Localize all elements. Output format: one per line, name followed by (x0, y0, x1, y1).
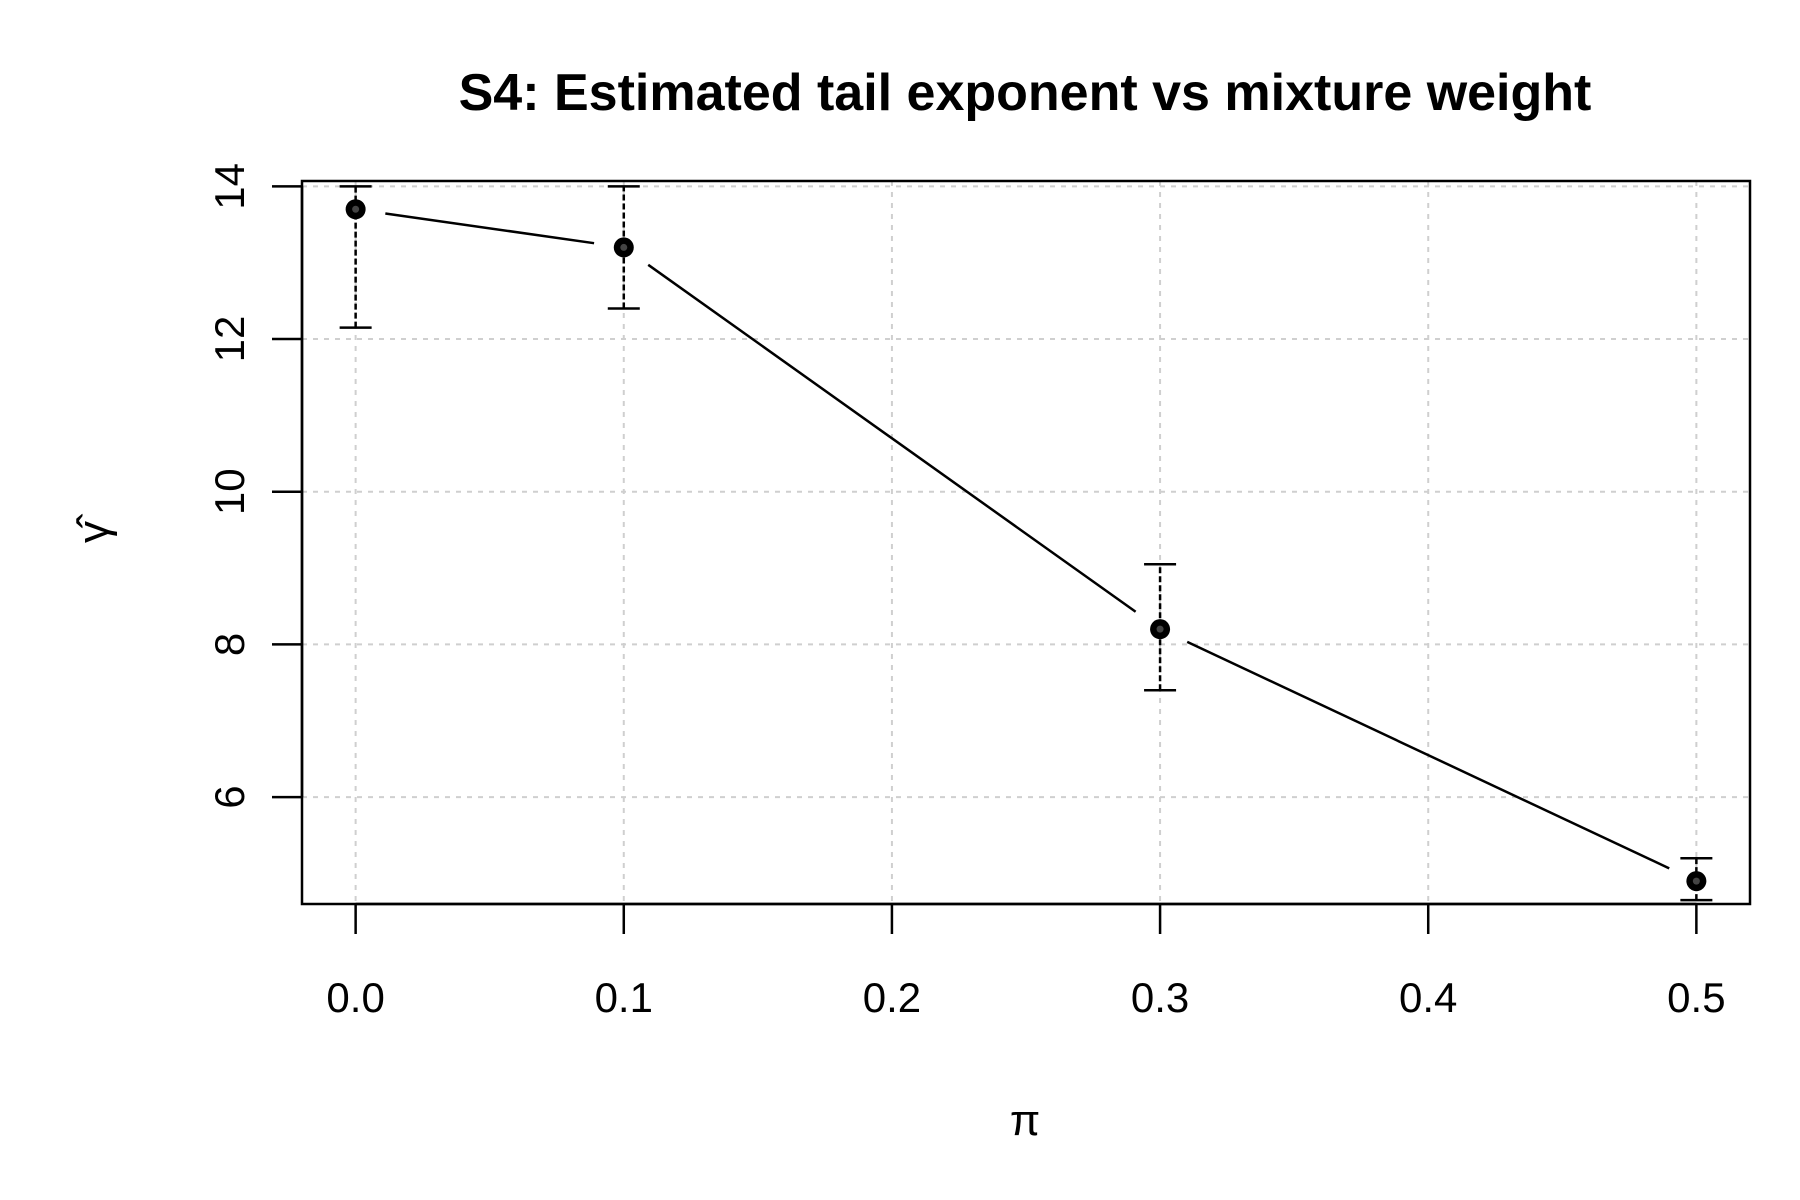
series-layer (385, 212, 1670, 870)
x-axis: 0.0 0.1 0.2 0.3 0.4 0.5 (326, 902, 1726, 1021)
y-axis: 6 8 10 12 14 (206, 163, 304, 809)
x-tick-label: 0.5 (1667, 974, 1725, 1021)
series-line-segment (647, 263, 1137, 613)
y-tick-label: 14 (206, 163, 253, 210)
x-axis-label: π (1010, 1096, 1040, 1145)
y-tick-label: 10 (206, 468, 253, 515)
chart-title: S4: Estimated tail exponent vs mixture w… (459, 64, 1592, 122)
y-tick-label: 8 (206, 633, 253, 656)
data-point-center (352, 205, 360, 213)
marker-layer (345, 199, 1707, 892)
y-axis-label: γ̂ (69, 513, 118, 543)
data-point-center (620, 243, 628, 251)
data-point-center (1692, 877, 1700, 885)
x-tick-label: 0.2 (863, 974, 921, 1021)
series-line-segment (385, 212, 595, 245)
series-line-segment (1186, 640, 1670, 870)
x-tick-label: 0.1 (595, 974, 653, 1021)
y-tick-label: 6 (206, 785, 253, 808)
x-tick-label: 0.0 (326, 974, 384, 1021)
x-tick-label: 0.4 (1399, 974, 1457, 1021)
grid-layer (302, 181, 1750, 904)
data-point-center (1156, 625, 1164, 633)
y-tick-label: 12 (206, 316, 253, 363)
x-tick-label: 0.3 (1131, 974, 1189, 1021)
plot-frame (300, 179, 1752, 906)
